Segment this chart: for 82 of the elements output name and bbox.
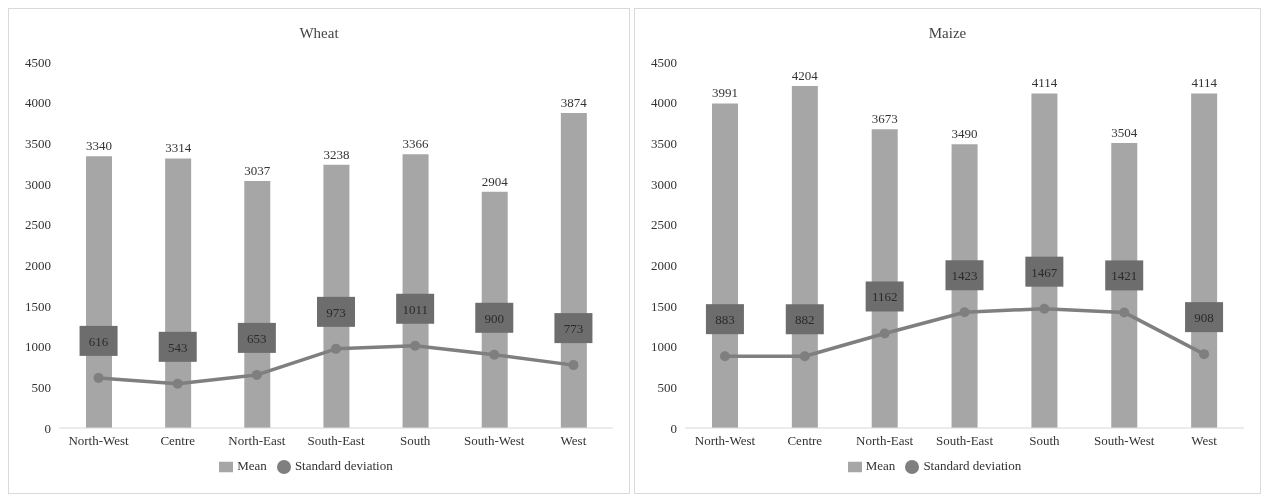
y-tick-label: 1000 — [651, 339, 677, 355]
y-tick-label: 4000 — [25, 95, 51, 111]
y-tick-label: 1500 — [651, 298, 677, 314]
data-label: 4204 — [791, 68, 819, 84]
chart-title: Maize — [927, 25, 968, 42]
data-label: 1467 — [1031, 264, 1058, 280]
data-label: 3874 — [560, 94, 588, 110]
y-tick-label: 2000 — [25, 257, 51, 273]
y-tick-label: 2000 — [651, 257, 677, 273]
x-tick-label: West — [560, 433, 587, 449]
y-tick-label: 3000 — [25, 176, 51, 192]
x-tick-label: North-East — [856, 433, 914, 449]
point — [172, 378, 183, 389]
legend-label: Mean — [237, 457, 267, 473]
data-label: 4114 — [1031, 75, 1058, 91]
y-tick-label: 2500 — [651, 217, 677, 233]
y-tick-label: 500 — [657, 379, 677, 395]
data-label: 3991 — [712, 85, 738, 101]
x-tick-label: North-East — [228, 433, 286, 449]
x-tick-label: South — [1029, 433, 1061, 449]
data-label: 900 — [484, 310, 505, 326]
legend-label: Standard deviation — [294, 457, 393, 473]
data-label: 3238 — [323, 146, 350, 162]
data-label: 883 — [715, 312, 735, 328]
y-tick-label: 4000 — [651, 95, 677, 111]
point — [879, 328, 890, 339]
point — [331, 343, 341, 354]
y-tick-label: 500 — [31, 379, 51, 395]
point — [959, 307, 970, 318]
x-tick-label: South-East — [307, 433, 365, 449]
x-tick-label: South-East — [935, 433, 994, 449]
data-label: 3366 — [402, 136, 430, 152]
x-tick-label: West — [1191, 433, 1218, 449]
y-tick-label: 4500 — [25, 54, 51, 70]
data-label: 3340 — [86, 138, 112, 154]
data-label: 773 — [563, 321, 584, 337]
point — [568, 360, 579, 371]
point — [799, 351, 810, 362]
data-label: 3490 — [951, 126, 978, 142]
data-label: 1011 — [402, 301, 428, 317]
x-tick-label: South-West — [464, 433, 525, 449]
data-label: 653 — [247, 330, 267, 346]
data-label: 543 — [167, 339, 188, 355]
data-label: 908 — [1194, 310, 1214, 326]
y-tick-label: 2500 — [25, 217, 51, 233]
y-tick-label: 0 — [44, 420, 51, 436]
y-tick-label: 0 — [670, 420, 677, 436]
data-label: 4114 — [1191, 75, 1218, 91]
data-label: 2904 — [481, 173, 509, 189]
chart-title: Wheat — [298, 25, 340, 42]
point — [489, 349, 500, 360]
x-tick-label: North-West — [68, 433, 130, 449]
point — [1039, 303, 1050, 314]
point — [93, 372, 104, 383]
data-label: 1421 — [1111, 268, 1138, 284]
point — [719, 351, 730, 362]
y-tick-label: 1500 — [25, 298, 51, 314]
y-tick-label: 3500 — [25, 135, 51, 151]
data-label: 616 — [88, 333, 109, 349]
y-tick-label: 3500 — [651, 135, 677, 151]
y-tick-label: 3000 — [651, 176, 677, 192]
x-tick-label: South — [399, 433, 431, 449]
data-label: 1162 — [871, 289, 898, 305]
legend-label: Mean — [865, 457, 896, 473]
y-tick-label: 4500 — [651, 54, 677, 70]
x-tick-label: North-West — [694, 433, 756, 449]
data-label: 3314 — [165, 140, 192, 156]
x-tick-label: Centre — [787, 433, 823, 449]
y-tick-label: 1000 — [25, 339, 51, 355]
legend-label: Standard deviation — [923, 457, 1022, 473]
data-label: 3504 — [1111, 125, 1138, 140]
data-label: 882 — [795, 312, 815, 328]
data-label: 3037 — [244, 162, 271, 178]
point — [410, 340, 421, 351]
x-tick-label: South-West — [1094, 433, 1155, 449]
point — [1199, 349, 1210, 360]
data-label: 3673 — [871, 111, 898, 127]
data-label: 1423 — [951, 268, 978, 284]
x-tick-label: Centre — [160, 433, 196, 449]
data-label: 973 — [326, 304, 346, 320]
point — [1119, 307, 1130, 318]
point — [251, 369, 262, 380]
